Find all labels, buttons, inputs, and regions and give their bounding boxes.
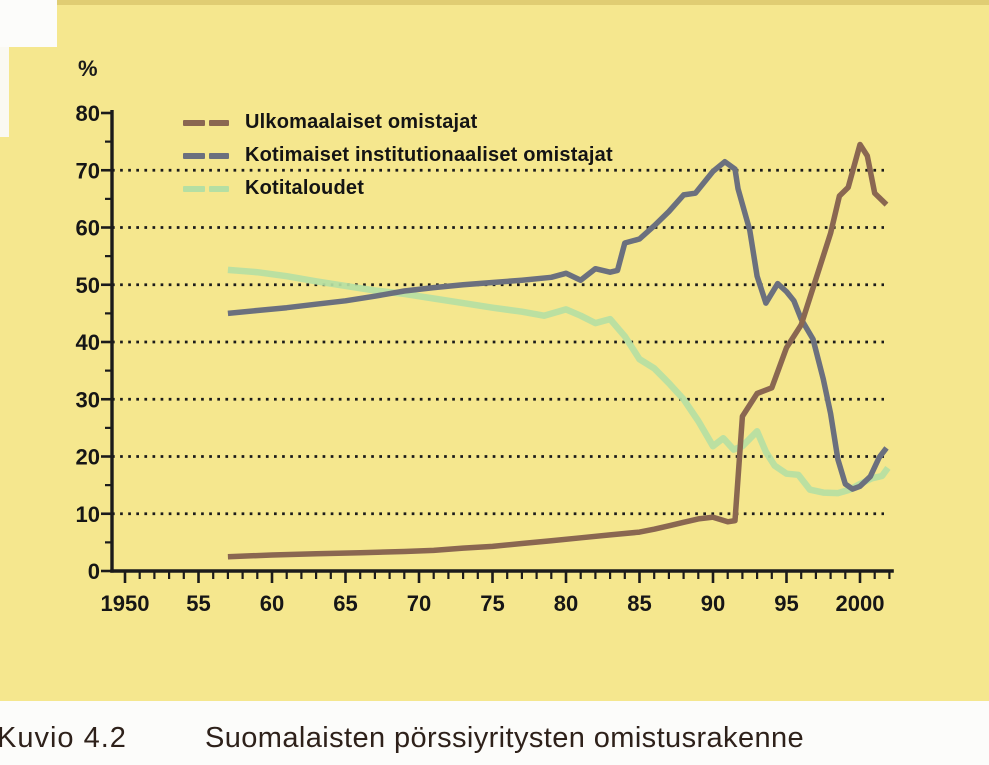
figure-caption-title: Suomalaisten pörssiyritysten omistusrake… <box>205 722 805 754</box>
y-axis-unit-label: % <box>78 56 98 81</box>
x-tick-label: 65 <box>333 591 357 616</box>
y-tick-label: 40 <box>76 330 100 355</box>
scan-sliver <box>0 47 9 137</box>
legend-label-households: Kotitaloudet <box>245 177 365 199</box>
legend-swatch-institutional <box>183 152 233 159</box>
x-tick-label: 2000 <box>836 591 885 616</box>
y-tick-label: 10 <box>76 502 100 527</box>
figure-caption-number: Kuvio 4.2 <box>0 722 127 754</box>
legend-item-households: Kotitaloudet <box>183 172 613 205</box>
series-line-kotimaiset-institutionaaliset-omistajat <box>227 158 889 492</box>
y-axis-ticks: 0 10 20 30 40 50 60 70 80 <box>76 101 112 584</box>
y-tick-label: 0 <box>88 559 100 584</box>
x-tick-label: 90 <box>701 591 725 616</box>
scan-notch <box>0 0 57 47</box>
x-tick-label: 95 <box>774 591 798 616</box>
legend-swatch-households <box>183 185 233 192</box>
scanned-paper <box>0 4 989 701</box>
y-tick-label: 70 <box>76 158 100 183</box>
legend-item-foreign: Ulkomaalaiset omistajat <box>183 106 613 139</box>
legend-swatch-foreign <box>183 119 233 126</box>
series <box>227 141 889 560</box>
y-tick-label: 30 <box>76 387 100 412</box>
series-line-kotitaloudet <box>227 266 891 497</box>
gridlines <box>112 168 884 516</box>
series-line-ulkomaalaiset-omistajat <box>227 141 889 560</box>
series <box>227 158 889 492</box>
x-tick-label: 75 <box>480 591 504 616</box>
x-tick-label: 1950 <box>101 591 150 616</box>
x-tick-label: 55 <box>186 591 210 616</box>
legend-item-institutional: Kotimaiset institutionaaliset omistajat <box>183 139 613 172</box>
x-tick-label: 85 <box>627 591 651 616</box>
paper-top-edge <box>32 0 989 5</box>
y-tick-label: 80 <box>76 101 100 126</box>
legend-label-foreign: Ulkomaalaiset omistajat <box>245 111 478 133</box>
legend-label-institutional: Kotimaiset institutionaaliset omistajat <box>245 144 613 166</box>
chart-legend: Ulkomaalaiset omistajat Kotimaiset insti… <box>183 106 613 205</box>
x-tick-label: 80 <box>554 591 578 616</box>
figure-caption: Kuvio 4.2 Suomalaisten pörssiyritysten o… <box>0 722 989 765</box>
series <box>227 266 891 497</box>
x-tick-label: 60 <box>260 591 284 616</box>
y-tick-label: 50 <box>76 273 100 298</box>
y-tick-label: 60 <box>76 216 100 241</box>
x-tick-label: 70 <box>407 591 431 616</box>
y-tick-label: 20 <box>76 445 100 470</box>
x-axis-ticks: 1950 55 60 65 70 75 80 85 90 95 2000 <box>101 571 891 616</box>
